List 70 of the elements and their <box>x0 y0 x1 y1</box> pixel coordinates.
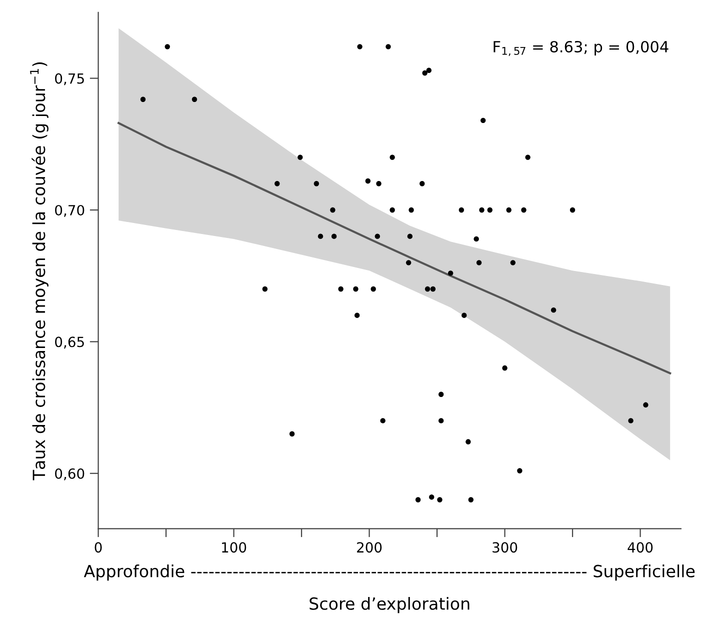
x-tick-label: 0 <box>94 542 102 553</box>
point <box>406 260 412 266</box>
point <box>570 207 576 213</box>
point <box>429 494 434 500</box>
point <box>380 418 386 424</box>
y-tick-label: 0,75 <box>55 73 84 86</box>
point <box>628 418 634 424</box>
point <box>448 270 454 276</box>
point <box>338 286 344 292</box>
point <box>370 286 376 292</box>
point <box>487 207 492 213</box>
point <box>506 207 512 213</box>
x-tick-label: 100 <box>222 542 246 553</box>
y-axis-title: Taux de croissance moyen de la couvée (g jour$^{−1}$) <box>30 62 48 480</box>
x-tick-label: 400 <box>628 542 653 553</box>
point <box>374 234 380 239</box>
point <box>476 260 482 266</box>
point <box>525 154 530 160</box>
point <box>480 118 486 124</box>
point <box>521 207 526 213</box>
point <box>462 312 467 318</box>
point <box>376 181 382 186</box>
point <box>365 178 371 184</box>
point <box>192 96 198 102</box>
point <box>438 392 444 397</box>
point <box>298 154 303 160</box>
x-tick-label: 200 <box>357 542 382 553</box>
point <box>502 365 508 371</box>
point <box>318 234 324 239</box>
point <box>474 236 479 242</box>
point <box>408 207 414 213</box>
point <box>430 286 436 292</box>
point <box>330 207 336 213</box>
point <box>479 207 484 213</box>
text: Approfondie ------------------------------------------------------------------ Superficielle <box>84 564 695 581</box>
point <box>643 402 648 408</box>
point <box>354 312 360 318</box>
y-tick-label: 0,70 <box>55 204 84 217</box>
point <box>458 207 464 213</box>
annotation: F$_{1,57}$ = 8.63; p = 0,004 <box>494 40 668 56</box>
point <box>438 418 444 424</box>
point <box>353 286 358 292</box>
point <box>510 260 516 266</box>
point <box>550 307 556 313</box>
point <box>357 44 362 50</box>
point <box>407 234 413 239</box>
point <box>420 181 425 186</box>
y-tick-label: 0,65 <box>55 336 84 349</box>
x-axis-title: Score d’exploration <box>310 597 470 614</box>
y-tick-label: 0,60 <box>55 468 84 480</box>
point <box>517 468 522 474</box>
point <box>390 207 395 213</box>
point <box>140 96 146 102</box>
point <box>274 181 280 186</box>
point <box>262 286 268 292</box>
point <box>164 44 170 50</box>
point <box>386 44 391 50</box>
point <box>426 68 432 73</box>
point <box>314 181 320 186</box>
line-series <box>118 122 672 374</box>
point <box>437 497 442 502</box>
point <box>390 154 395 160</box>
point <box>468 497 474 502</box>
point <box>466 439 471 444</box>
point <box>331 234 337 239</box>
point <box>424 286 430 292</box>
point <box>415 497 421 502</box>
x-tick-label: 300 <box>492 542 518 553</box>
point <box>422 70 428 76</box>
point <box>289 431 295 436</box>
